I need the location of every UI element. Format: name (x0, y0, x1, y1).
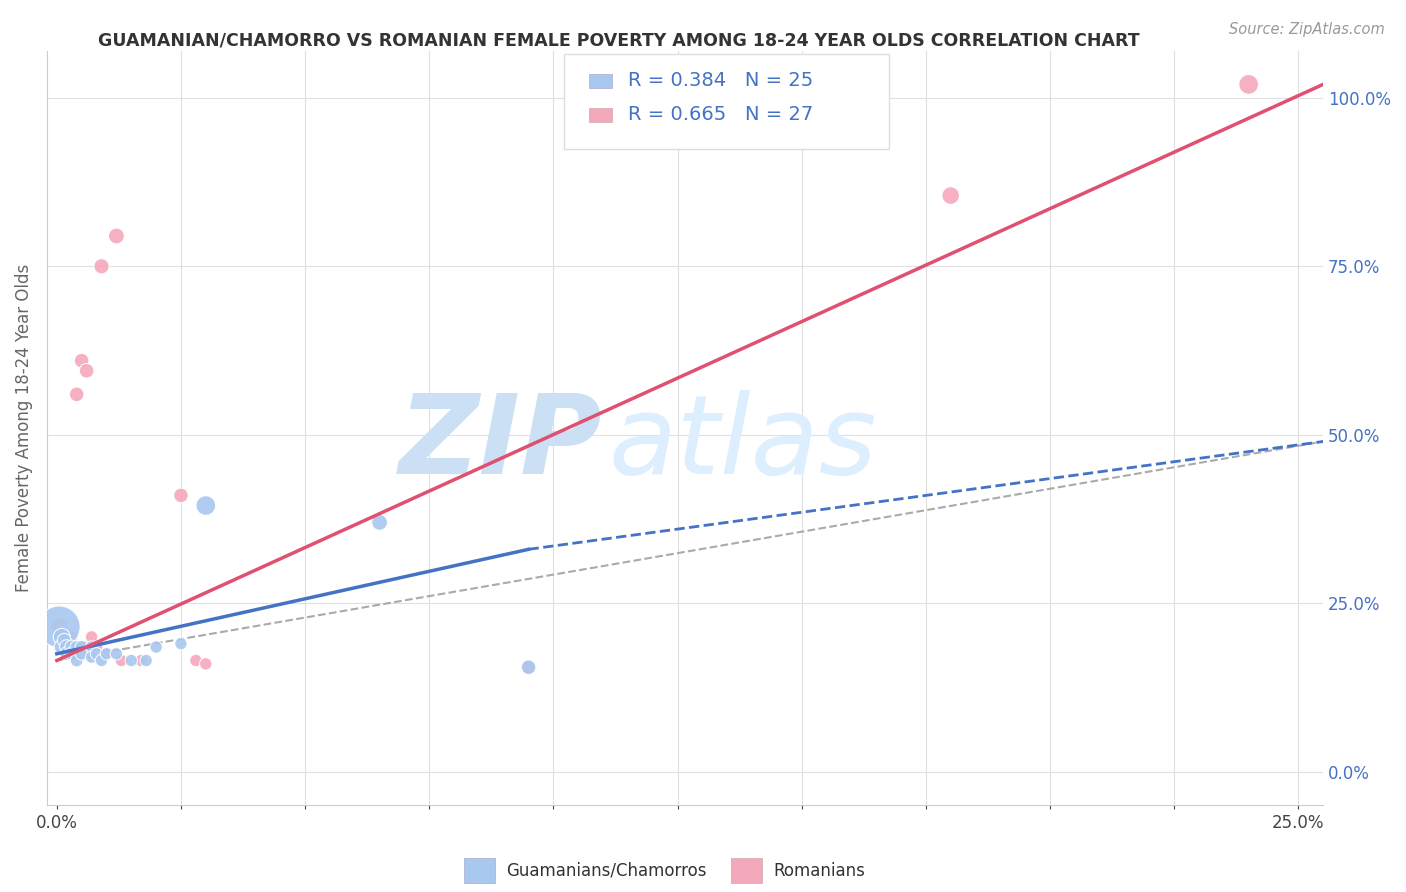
Point (51, 630, 73, 644)
Point (55, 640, 77, 654)
Point (86, 640, 108, 654)
Point (105, 229, 128, 244)
Point (60, 647, 83, 661)
FancyBboxPatch shape (589, 74, 612, 87)
Point (70, 353, 93, 368)
Point (90, 653, 112, 667)
Text: Source: ZipAtlas.com: Source: ZipAtlas.com (1229, 22, 1385, 37)
Point (66, 640, 89, 654)
Point (170, 488, 193, 502)
Point (145, 640, 167, 654)
Point (55, 647, 77, 661)
Point (1237, 78, 1260, 92)
Text: R = 0.665   N = 27: R = 0.665 N = 27 (627, 105, 813, 124)
Point (66, 647, 89, 661)
Point (110, 653, 132, 667)
Point (135, 653, 157, 667)
Point (70, 647, 93, 661)
Point (48, 620, 70, 634)
Point (105, 647, 128, 661)
Point (51, 640, 73, 654)
Point (60, 630, 83, 644)
FancyBboxPatch shape (564, 54, 889, 149)
Point (517, 660, 540, 674)
Text: Romanians: Romanians (773, 862, 865, 880)
Point (368, 516, 391, 530)
Point (80, 647, 103, 661)
Point (60, 640, 83, 654)
Point (51, 640, 73, 654)
Point (86, 647, 108, 661)
Point (48, 620, 70, 634)
Point (80, 630, 103, 644)
Point (194, 499, 217, 513)
Point (66, 653, 89, 667)
Point (90, 260, 112, 274)
Point (184, 653, 207, 667)
Point (80, 650, 103, 665)
Point (76, 640, 98, 654)
Point (70, 647, 93, 661)
Point (51, 626, 73, 640)
Point (55, 633, 77, 648)
Point (939, 188, 962, 202)
Point (96, 647, 118, 661)
FancyBboxPatch shape (589, 108, 612, 121)
Text: R = 0.384   N = 25: R = 0.384 N = 25 (627, 71, 813, 90)
Text: atlas: atlas (609, 390, 877, 497)
Point (517, 660, 540, 674)
Point (96, 647, 118, 661)
Point (70, 640, 93, 654)
Point (80, 640, 103, 654)
Point (55, 647, 77, 661)
Y-axis label: Female Poverty Among 18-24 Year Olds: Female Poverty Among 18-24 Year Olds (15, 264, 32, 592)
Text: ZIP: ZIP (398, 390, 602, 497)
Point (120, 653, 142, 667)
Point (60, 640, 83, 654)
Point (66, 387, 89, 401)
Point (53, 633, 76, 648)
Point (194, 657, 217, 671)
Point (170, 637, 193, 651)
Text: GUAMANIAN/CHAMORRO VS ROMANIAN FEMALE POVERTY AMONG 18-24 YEAR OLDS CORRELATION : GUAMANIAN/CHAMORRO VS ROMANIAN FEMALE PO… (98, 31, 1140, 49)
Point (76, 364, 98, 378)
Point (129, 653, 152, 667)
Text: Guamanians/Chamorros: Guamanians/Chamorros (506, 862, 707, 880)
